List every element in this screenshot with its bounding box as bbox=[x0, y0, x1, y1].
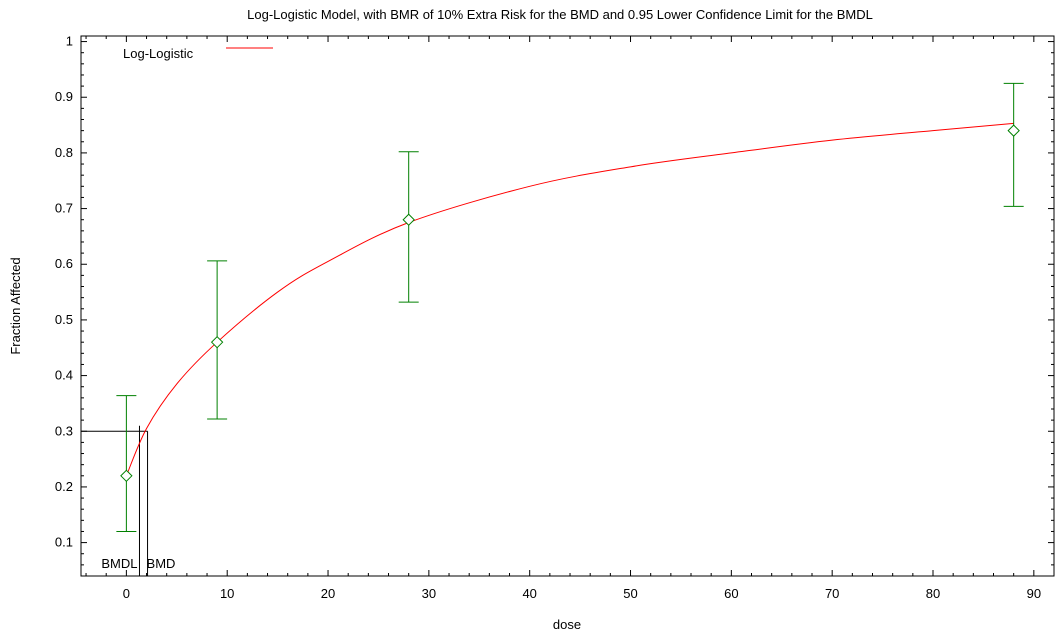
y-tick-label: 0.3 bbox=[55, 423, 73, 438]
x-axis-label: dose bbox=[553, 617, 581, 632]
x-tick-label: 30 bbox=[422, 586, 436, 601]
y-tick-label: 0.5 bbox=[55, 312, 73, 327]
y-tick-label: 0.1 bbox=[55, 535, 73, 550]
y-axis-label: Fraction Affected bbox=[8, 257, 23, 354]
legend: Log-Logistic bbox=[123, 46, 273, 61]
data-point bbox=[120, 469, 133, 483]
x-tick-label: 50 bbox=[623, 586, 637, 601]
x-tick-label: 40 bbox=[522, 586, 536, 601]
y-tick-label: 0.2 bbox=[55, 479, 73, 494]
x-tick-label: 60 bbox=[724, 586, 738, 601]
y-tick-label: 0.9 bbox=[55, 89, 73, 104]
model-curve bbox=[125, 122, 1014, 476]
x-tick-label: 0 bbox=[123, 586, 130, 601]
y-axis-ticks: 0.1 0.2 0.3 0.4 0.5 0.6 0.7 0.8 0.9 1 bbox=[55, 34, 1054, 577]
y-tick-label: 0.4 bbox=[55, 368, 73, 383]
y-tick-label: 1 bbox=[66, 34, 73, 49]
legend-label: Log-Logistic bbox=[123, 46, 194, 61]
plot-frame bbox=[80, 35, 1055, 577]
y-tick-label: 0.8 bbox=[55, 145, 73, 160]
data-point bbox=[1007, 124, 1020, 137]
y-tick-label: 0.6 bbox=[55, 256, 73, 271]
chart-title: Log-Logistic Model, with BMR of 10% Extr… bbox=[247, 7, 873, 22]
data-point bbox=[210, 335, 224, 349]
x-tick-label: 70 bbox=[825, 586, 839, 601]
bmd-label: BMD bbox=[147, 556, 176, 571]
data-point bbox=[402, 213, 415, 226]
x-tick-label: 90 bbox=[1027, 586, 1041, 601]
observed-data-group bbox=[116, 82, 1024, 532]
x-tick-label: 20 bbox=[321, 586, 335, 601]
model-curve-group bbox=[125, 122, 1014, 476]
bmdl-label: BMDL bbox=[101, 556, 137, 571]
x-tick-label: 10 bbox=[220, 586, 234, 601]
bmd-lines: BMDL BMD bbox=[81, 425, 176, 576]
y-tick-label: 0.7 bbox=[55, 201, 73, 216]
x-tick-label: 80 bbox=[926, 586, 940, 601]
x-axis-ticks: 0 10 20 30 40 50 60 70 80 90 bbox=[85, 36, 1055, 601]
